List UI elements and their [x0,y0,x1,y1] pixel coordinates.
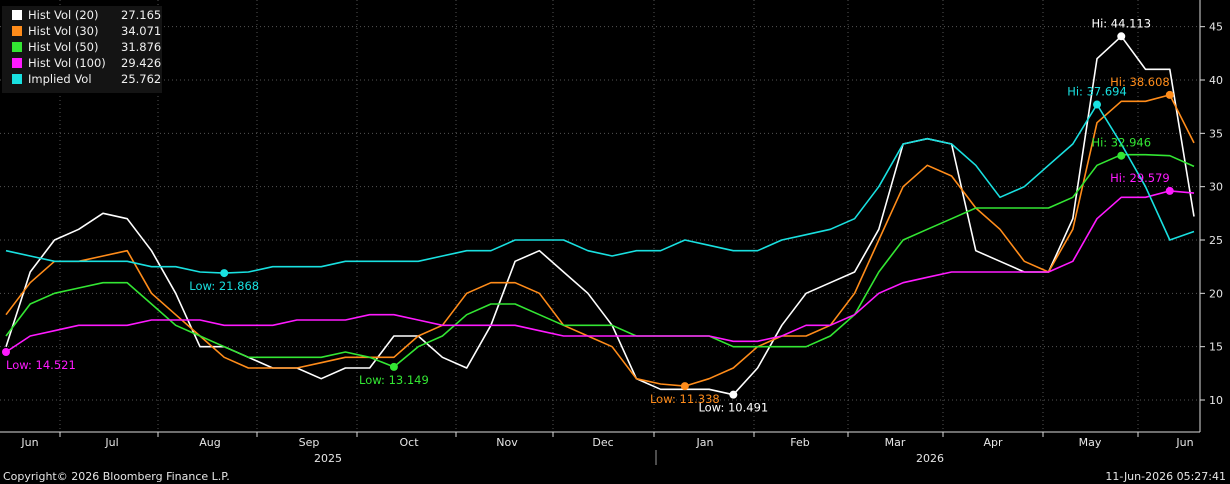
x-tick-label: Jan [696,436,714,449]
series-line-3 [5,190,1195,353]
y-axis-ticks: 10 15 20 25 30 35 40 45 [1200,21,1223,407]
legend-swatch [12,74,22,84]
annotation-label: Low: 11.338 [650,392,720,406]
x-tick-label: Apr [983,436,1003,449]
annotation-marker [2,348,10,356]
copyright-text: Copyright© 2026 Bloomberg Finance L.P. [3,470,230,483]
x-tick-label: Feb [790,436,809,449]
legend-swatch [12,42,22,52]
x-tick-label: Jul [104,436,118,449]
series-line-0 [5,35,1195,396]
annotation-marker [1165,90,1174,99]
legend-swatch [12,58,22,68]
annotation-marker [1093,100,1102,109]
x-tick-label: Nov [496,436,518,449]
legend-swatch [12,26,22,36]
legend-series-value: 31.876 [121,40,161,54]
x-tick-label: Dec [592,436,613,449]
series-line-2 [5,153,1195,368]
annotation-marker [1165,186,1174,195]
y-tick-label: 25 [1209,234,1223,247]
series-layer [5,35,1195,396]
annotation-label: Hi: 32.946 [1091,136,1151,150]
legend-series-value: 25.762 [121,72,161,86]
legend-series-name: Hist Vol (20) [28,8,98,22]
timestamp-text: 11-Jun-2026 05:27:41 [1105,470,1226,483]
x-tick-label: Jun [1175,436,1193,449]
legend-series-value: 27.165 [121,8,161,22]
y-tick-label: 15 [1209,341,1223,354]
legend-series-name: Hist Vol (100) [28,56,106,70]
x-tick-label: Oct [399,436,419,449]
series-line-4 [5,103,1195,274]
y-tick-label: 35 [1209,127,1223,140]
annotation-label: Low: 21.868 [189,279,259,293]
annotation-marker [1117,151,1126,160]
legend: Hist Vol (20) 27.165 Hist Vol (30) 34.071 Hi… [2,6,162,93]
legend-series-value: 34.071 [121,24,161,38]
x-axis-ticks: Jun Jul Aug Sep Oct Nov Dec Jan Feb Mar Apr May Jun 2… [20,432,1194,465]
x-tick-label: Mar [885,436,906,449]
y-tick-label: 45 [1209,21,1223,34]
annotation-label: Low: 14.521 [6,358,76,372]
grid [0,0,1200,432]
annotations: Hi: 44.113 Low: 10.491 Hi: 38.608 Low: 11.3… [2,16,1174,415]
y-tick-label: 20 [1209,287,1223,300]
series-line-1 [5,94,1195,387]
annotation-label: Hi: 37.694 [1067,85,1127,99]
legend-series-name: Hist Vol (30) [28,24,98,38]
y-tick-label: 40 [1209,74,1223,87]
legend-series-value: 29.426 [121,56,161,70]
x-tick-label: May [1079,436,1102,449]
legend-series-name: Hist Vol (50) [28,40,98,54]
annotation-marker [729,390,738,399]
annotation-label: Low: 10.491 [698,401,768,415]
annotation-label: Hi: 38.608 [1110,75,1170,89]
annotation-marker [220,269,229,278]
legend-swatch [12,10,22,20]
x-tick-label: Jun [20,436,38,449]
y-tick-label: 30 [1209,181,1223,194]
annotation-label: Hi: 44.113 [1091,16,1151,30]
annotation-label: Low: 13.149 [359,373,429,387]
x-tick-label: Sep [299,436,320,449]
annotation-marker [680,382,689,391]
y-tick-label: 10 [1209,394,1223,407]
annotation-marker [1117,32,1126,41]
legend-box [2,6,162,93]
x-year-label: 2025 [314,452,342,465]
legend-series-name: Implied Vol [28,72,92,86]
x-tick-label: Aug [199,436,220,449]
x-year-label: 2026 [916,452,944,465]
annotation-label: Hi: 29.579 [1110,171,1170,185]
annotation-marker [389,362,398,371]
